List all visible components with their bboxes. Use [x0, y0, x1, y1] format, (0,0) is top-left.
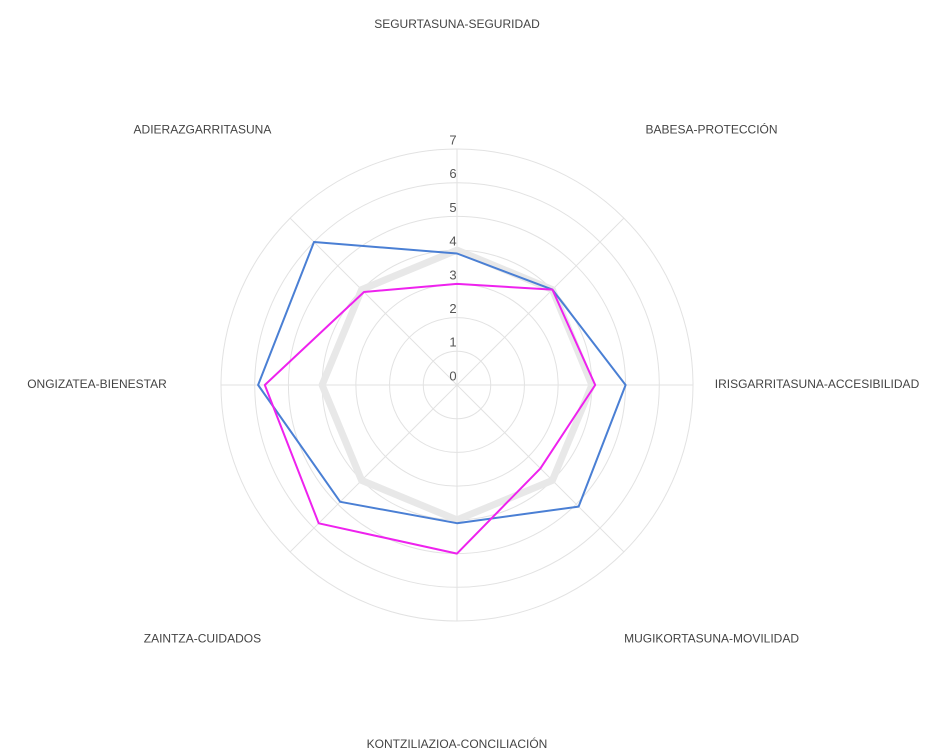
axis-label: MUGIKORTASUNA-MOVILIDAD	[624, 632, 799, 646]
axis-label: BABESA-PROTECCIÓN	[646, 122, 778, 137]
axis-label: ADIERAZGARRITASUNA	[134, 123, 272, 137]
series-line	[257, 241, 627, 525]
tick-label: 7	[449, 132, 456, 147]
series-line	[318, 246, 596, 524]
axis-label: SEGURTASUNA-SEGURIDAD	[374, 17, 540, 31]
tick-label: 4	[449, 234, 456, 249]
series-line	[263, 282, 597, 555]
tick-label: 5	[449, 200, 456, 215]
axis-label: ONGIZATEA-BIENESTAR	[27, 377, 167, 391]
tick-label: 2	[449, 301, 456, 316]
axis-label: ZAINTZA-CUIDADOS	[144, 632, 261, 646]
tick-label: 1	[449, 335, 456, 350]
tick-label: 0	[449, 368, 456, 383]
axis-label: KONTZILIAZIOA-CONCILIACIÓN	[367, 736, 548, 751]
spoke	[289, 217, 458, 386]
tick-label: 3	[449, 267, 456, 282]
spoke	[289, 384, 458, 553]
axis-label: IRISGARRITASUNA-ACCESIBILIDAD	[715, 377, 920, 391]
tick-label: 6	[449, 166, 456, 181]
spoke	[456, 217, 625, 386]
